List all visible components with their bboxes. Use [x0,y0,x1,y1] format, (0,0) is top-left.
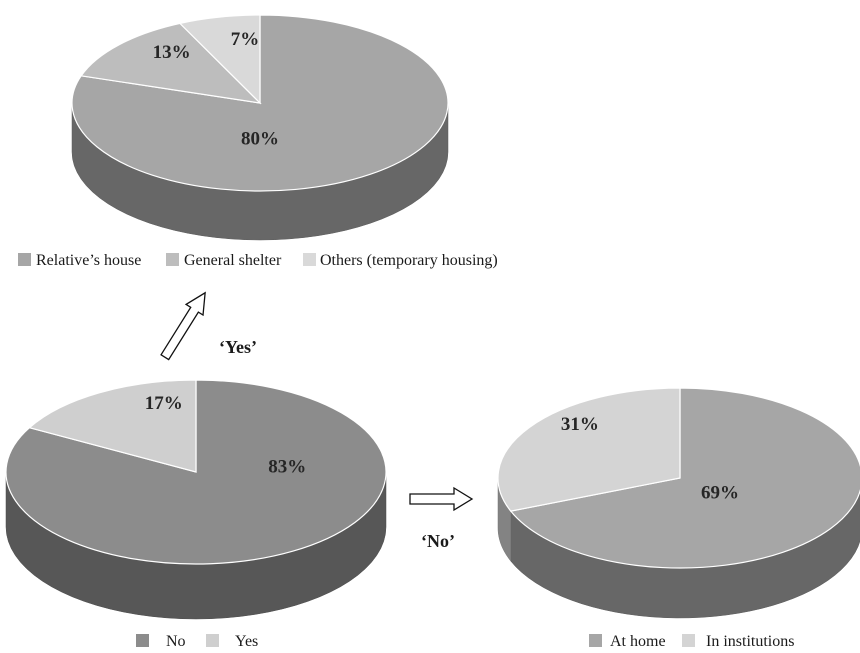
legend-housing-yes: Relative’s house General shelter Others … [18,252,498,269]
legend-swatch-no [136,634,149,647]
slice-general-shelter [80,22,262,104]
yes-arrow-label: ‘Yes’ [219,337,257,357]
legend-swatch-yes [206,634,219,647]
slice-at-home-label: 69% [701,483,739,504]
pie-evacuated: 83% 17% [5,379,387,620]
pie-housing-yes: 80% 13% 7% [71,14,449,241]
slice-in-institutions-label: 31% [561,414,599,435]
legend-evacuated: No Yes [136,633,258,650]
slice-no-label: 83% [268,457,306,478]
slice-yes [28,379,197,473]
slice-general-shelter-label: 13% [153,42,191,63]
slice-relatives-house-label: 80% [241,128,279,149]
legend-label-at-home: At home [610,633,666,650]
yes-arrow [160,291,206,361]
slice-yes-label: 17% [145,393,183,414]
legend-label-yes: Yes [235,633,258,650]
legend-label-in-institutions: In institutions [706,633,794,650]
no-arrow-shape [409,486,474,512]
legend-label-others: Others (temporary housing) [320,252,498,269]
slice-others [178,14,261,105]
legend-swatch-general-shelter [166,253,179,266]
legend-housing-no: At home In institutions [589,633,794,650]
legend-label-general-shelter: General shelter [184,252,282,269]
slice-at-home [509,387,860,569]
yes-arrow-shape [160,291,206,361]
legend-swatch-relatives-house [18,253,31,266]
slice-others-label: 7% [231,29,260,50]
legend-swatch-in-institutions [682,634,695,647]
legend-swatch-others [303,253,316,266]
legend-label-relatives-house: Relative’s house [36,252,141,269]
no-arrow-label: ‘No’ [421,531,455,551]
no-arrow [409,486,474,512]
legend-swatch-at-home [589,634,602,647]
pie-housing-no: 69% 31% [497,387,860,619]
legend-label-no: No [166,633,186,650]
slice-in-institutions [497,387,681,512]
